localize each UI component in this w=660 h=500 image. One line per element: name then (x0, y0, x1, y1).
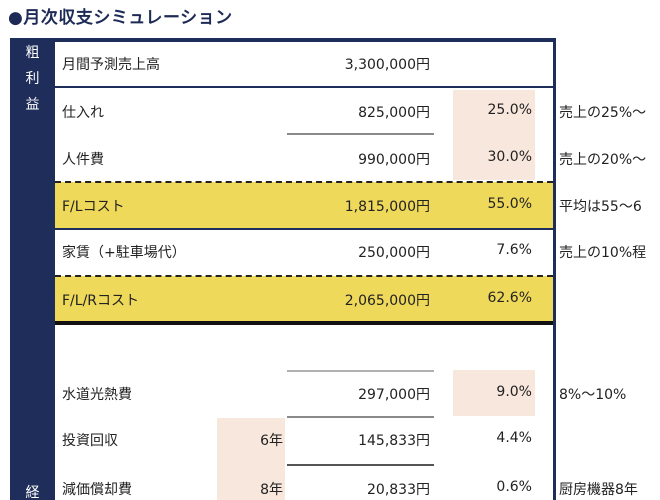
labor-amount: 990,000円 (358, 152, 430, 168)
labor-pct[interactable]: 30.0% (487, 149, 532, 165)
side-label-gross-2: 利 (25, 71, 40, 87)
side-label-gross-3: 益 (25, 97, 40, 113)
flr-cost-amount: 2,065,000円 (344, 293, 430, 309)
fl-cost-note: 平均は55〜6 (559, 199, 642, 215)
amount-underline (287, 133, 434, 135)
investment-recovery-amount: 145,833円 (358, 433, 430, 449)
fl-cost-pct: 55.0% (487, 196, 532, 212)
utilities-pct[interactable]: 9.0% (496, 384, 532, 400)
rent-amount[interactable]: 250,000円 (358, 245, 430, 261)
purchases-note: 売上の25%〜 (559, 105, 647, 121)
flr-cost-label: F/L/Rコスト (62, 293, 140, 309)
purchases-label: 仕入れ (62, 105, 104, 121)
amount-underline (287, 464, 434, 466)
fl-cost-row-bg (55, 182, 553, 228)
fl-cost-label: F/Lコスト (62, 199, 125, 215)
utilities-label: 水道光熱費 (62, 387, 132, 403)
depreciation-label: 減価償却費 (62, 482, 132, 498)
sales-label: 月間予測売上高 (62, 57, 160, 73)
page-title: ●月次収支シミュレーション (8, 8, 233, 28)
pct-input-bg-utilities (453, 370, 535, 416)
amount-underline (287, 370, 434, 372)
depreciation-note: 厨房機器8年 (559, 482, 638, 498)
sales-row-box (55, 42, 553, 86)
pct-input-bg-fl (453, 90, 535, 180)
depreciation-pct: 0.6% (496, 479, 532, 495)
dashed-divider (55, 275, 553, 277)
row-divider (55, 228, 553, 230)
rent-note: 売上の10%程 (559, 245, 647, 261)
rent-label: 家賃（+駐車場代） (62, 245, 186, 261)
purchases-amount: 825,000円 (358, 105, 430, 121)
side-label-gross-1: 粗 (25, 45, 40, 61)
depreciation-amount: 20,833円 (367, 482, 430, 498)
sales-amount[interactable]: 3,300,000円 (344, 57, 430, 73)
labor-note: 売上の20%〜 (559, 152, 647, 168)
labor-label: 人件費 (62, 152, 104, 168)
utilities-note: 8%〜10% (559, 387, 627, 403)
flr-cost-pct: 62.6% (487, 290, 532, 306)
fl-cost-amount: 1,815,000円 (344, 199, 430, 215)
depreciation-years[interactable]: 8年 (260, 482, 283, 498)
investment-recovery-years[interactable]: 6年 (260, 433, 283, 449)
amount-underline (287, 416, 434, 418)
flr-cost-row-bg (55, 276, 553, 322)
dashed-divider (55, 181, 553, 183)
thick-divider (55, 321, 553, 325)
side-label-expenses: 経 (25, 485, 40, 500)
purchases-pct[interactable]: 25.0% (487, 102, 532, 118)
investment-recovery-label: 投資回収 (62, 433, 118, 449)
rent-pct: 7.6% (496, 242, 532, 258)
years-input-bg (217, 418, 285, 500)
investment-recovery-pct: 4.4% (496, 430, 532, 446)
utilities-amount: 297,000円 (358, 387, 430, 403)
